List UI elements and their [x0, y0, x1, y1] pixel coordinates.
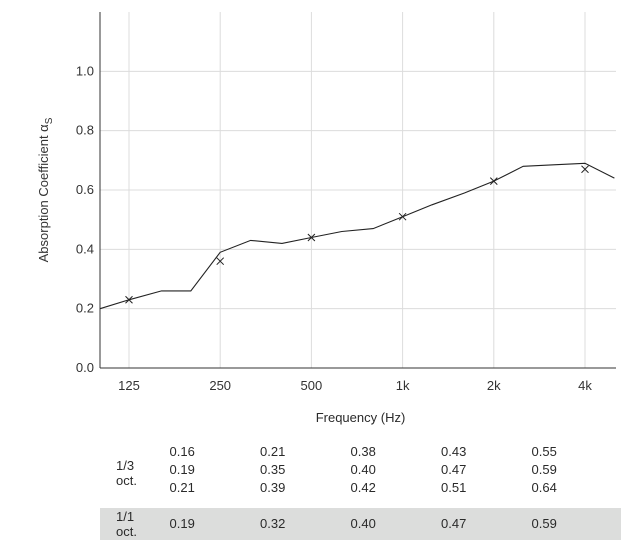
third-octave-value: 0.65: [589, 443, 621, 461]
third-octave-value: 0.16: [169, 444, 195, 459]
octave-cells: 0.19 0.32 0.40 0.47 0.59 0.64: [137, 508, 621, 540]
third-octave-value: 0.61: [589, 479, 621, 497]
y-tick-label: 0.2: [76, 301, 94, 316]
third-octave-value: 0.42: [350, 480, 376, 495]
x-axis-label: Frequency (Hz): [315, 410, 406, 425]
octave-value: 0.40: [350, 516, 376, 531]
octave-marker: [216, 257, 225, 266]
octave-marker: [125, 295, 133, 304]
third-octave-line: [99, 162, 615, 310]
data-series: [99, 162, 615, 310]
octave-value: 0.32: [260, 516, 286, 531]
y-axis-label: Absorption Coefficient αS: [36, 117, 55, 262]
y-tick-label: 0.6: [76, 182, 94, 197]
y-tick-label: 0.8: [76, 123, 94, 138]
x-tick-labels: 125 250 500 1k 2k 4k: [118, 378, 592, 393]
absorption-chart: 0.0 0.2 0.4 0.6 0.8 1.0 125 250 500 1k 2k 4k Absor…: [36, 12, 616, 393]
octave-value: 0.64: [589, 508, 621, 540]
y-tick-label: 1.0: [76, 63, 94, 78]
octave-marker: [581, 165, 589, 174]
octave-row: 1/1 oct. 0.19 0.32 0.40 0.47 0.59 0.64: [100, 508, 621, 540]
third-octave-value: 0.40: [350, 462, 376, 477]
octave-label: 1/1 oct.: [116, 509, 137, 539]
third-octave-cell: 0.55 0.59 0.64: [499, 443, 590, 503]
x-tick-label: 2k: [487, 378, 501, 393]
octave-marker: [489, 177, 498, 185]
y-tick-labels: 0.0 0.2 0.4 0.6 0.8 1.0: [76, 63, 94, 375]
third-octave-cell: 0.650.650.61: [589, 443, 621, 503]
octave-value: 0.47: [441, 516, 467, 531]
x-tick-label: 4k: [578, 378, 592, 393]
third-octave-label: 1/3 oct.: [116, 458, 137, 488]
third-octave-value: 0.51: [441, 480, 467, 495]
third-octave-value: 0.35: [260, 462, 286, 477]
third-octave-row: 1/3 oct. 0.16 0.19 0.21 0.21 0.35 0.39 0.38 0.4…: [100, 443, 621, 503]
third-octave-value: 0.21: [260, 444, 286, 459]
third-octave-value: 0.21: [169, 480, 195, 495]
octave-value: 0.59: [531, 516, 557, 531]
third-octave-cell: 0.38 0.40 0.42: [318, 443, 409, 503]
octave-marker: [307, 233, 316, 242]
third-octave-value: 0.43: [441, 444, 467, 459]
y-tick-label: 0.4: [76, 241, 94, 256]
third-octave-value: 0.59: [531, 462, 557, 477]
octave-marker: [398, 212, 407, 221]
x-tick-label: 1k: [396, 378, 410, 393]
third-octave-cell: 0.43 0.47 0.51: [408, 443, 499, 503]
third-octave-value: 0.39: [260, 480, 286, 495]
third-octave-value: 0.65: [589, 461, 621, 479]
third-octave-value: 0.38: [350, 444, 376, 459]
octave-value: 0.19: [169, 516, 195, 531]
third-octave-cell: 0.16 0.19 0.21: [137, 443, 228, 503]
third-octave-cells: 0.16 0.19 0.21 0.21 0.35 0.39 0.38 0.40 0.42 0.43…: [137, 443, 621, 503]
x-tick-label: 500: [301, 378, 323, 393]
third-octave-value: 0.47: [441, 462, 467, 477]
grid-lines: [100, 12, 616, 368]
third-octave-cell: 0.21 0.35 0.39: [227, 443, 318, 503]
y-tick-label: 0.0: [76, 360, 94, 375]
x-tick-label: 125: [118, 378, 140, 393]
third-octave-value: 0.55: [531, 444, 557, 459]
absorption-table: 1/3 oct. 0.16 0.19 0.21 0.21 0.35 0.39 0.38 0.4…: [100, 443, 621, 540]
third-octave-value: 0.19: [169, 462, 195, 477]
third-octave-value: 0.64: [531, 480, 557, 495]
x-tick-label: 250: [209, 378, 231, 393]
